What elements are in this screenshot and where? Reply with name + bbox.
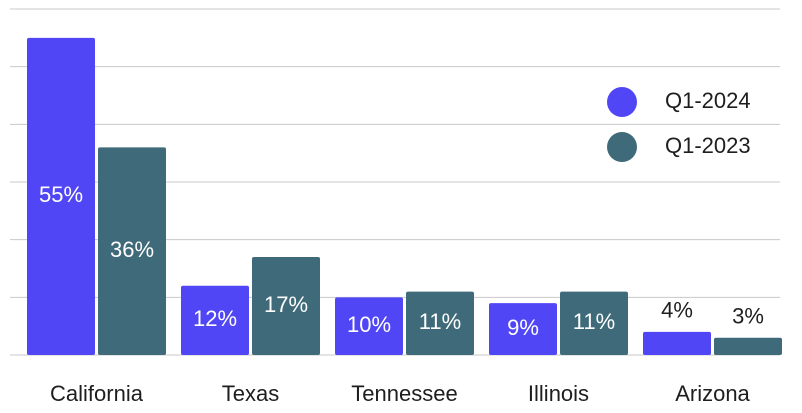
data-label: 36% (110, 237, 154, 262)
x-tick-label: Tennessee (351, 381, 457, 406)
bar (560, 291, 628, 355)
data-label: 11% (419, 309, 461, 334)
data-label: 17% (264, 292, 308, 317)
data-label: 3% (732, 304, 764, 329)
bar (98, 147, 166, 355)
data-label: 11% (573, 309, 615, 334)
data-label: 9% (507, 315, 539, 340)
x-tick-label: Texas (222, 381, 279, 406)
legend-marker (607, 132, 637, 162)
bar (489, 303, 557, 355)
x-tick-label: Illinois (528, 381, 589, 406)
legend-label: Q1-2024 (665, 88, 751, 113)
bar (643, 331, 711, 355)
legend-marker (607, 87, 637, 117)
x-tick-label: Arizona (675, 381, 750, 406)
bar (406, 291, 474, 355)
bar (714, 337, 782, 355)
data-label: 12% (193, 306, 237, 331)
legend-label: Q1-2023 (665, 133, 751, 158)
data-label: 10% (347, 312, 391, 337)
bar (252, 256, 320, 355)
bar (27, 37, 95, 355)
data-label: 4% (661, 298, 693, 323)
data-label: 55% (39, 182, 83, 207)
bar (335, 297, 403, 355)
x-tick-label: California (50, 381, 144, 406)
bar (181, 285, 249, 355)
